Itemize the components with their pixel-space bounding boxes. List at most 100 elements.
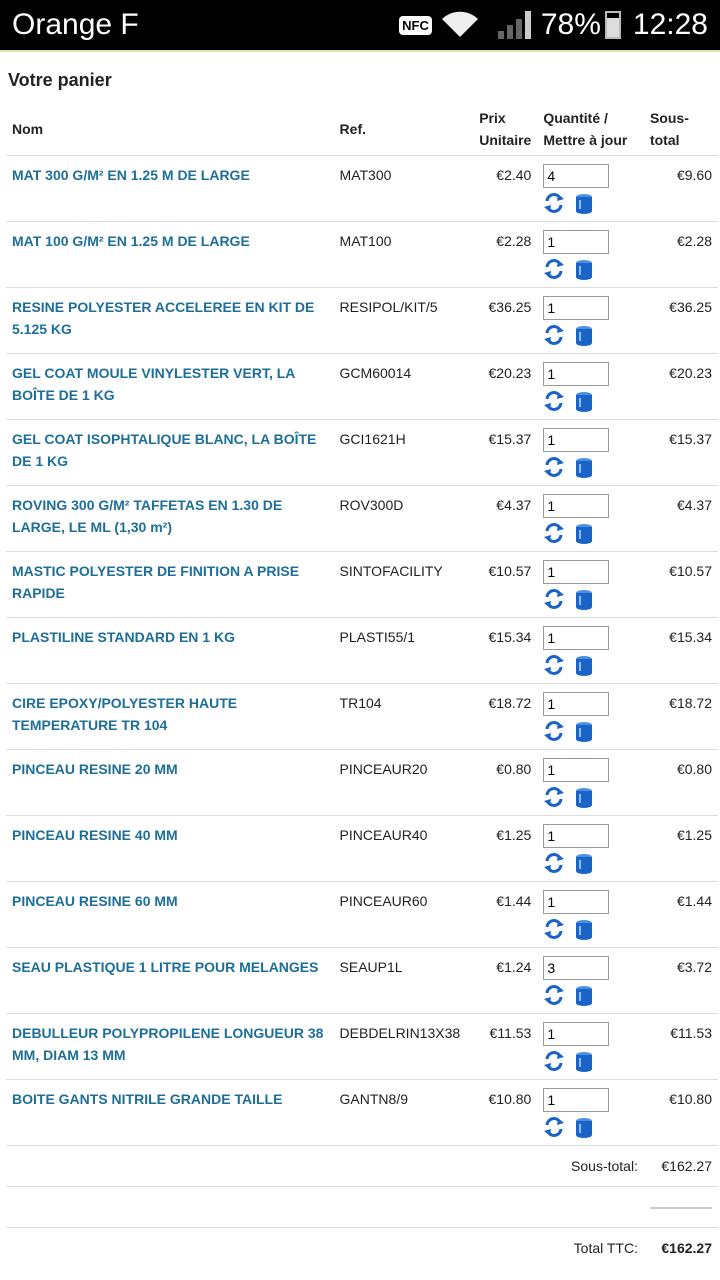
product-ref: DEBDELRIN13X38 [333,1013,474,1080]
product-ref: GCI1621H [333,419,474,486]
quantity-input[interactable] [543,1022,610,1046]
cart-row: RESINE POLYESTER ACCELEREE EN KIT DE 5.1… [6,287,718,354]
quantity-input[interactable] [543,824,610,848]
refresh-icon[interactable] [543,654,565,676]
quantity-input[interactable] [543,890,610,914]
line-subtotal: €9.60 [643,155,718,222]
product-ref: RESIPOL/KIT/5 [333,287,474,354]
unit-price: €1.24 [473,947,538,1014]
product-name-link[interactable]: ROVING 300 G/M² TAFFETAS EN 1.30 DE LARG… [12,497,283,535]
cart-row: ROVING 300 G/M² TAFFETAS EN 1.30 DE LARG… [6,485,718,552]
trash-icon[interactable] [573,258,595,280]
refresh-icon[interactable] [543,390,565,412]
trash-icon[interactable] [573,852,595,874]
refresh-icon[interactable] [543,1050,565,1072]
trash-icon[interactable] [573,720,595,742]
product-ref: MAT100 [333,221,474,288]
subtotal-label: Sous-total: [571,1158,638,1174]
unit-price: €4.37 [473,485,538,552]
quantity-input[interactable] [543,494,610,518]
unit-price: €2.28 [473,221,538,288]
product-name-link[interactable]: BOITE GANTS NITRILE GRANDE TAILLE [12,1091,283,1107]
trash-icon[interactable] [573,654,595,676]
status-bar: Orange F NFC 78% 12:28 [0,0,720,50]
product-name-link[interactable]: SEAU PLASTIQUE 1 LITRE POUR MELANGES [12,959,319,975]
refresh-icon[interactable] [543,786,565,808]
cart-row: PLASTILINE STANDARD EN 1 KG PLASTI55/1 €… [6,617,718,684]
refresh-icon[interactable] [543,324,565,346]
quantity-input[interactable] [543,230,610,254]
trash-icon[interactable] [573,324,595,346]
refresh-icon[interactable] [543,720,565,742]
trash-icon[interactable] [573,456,595,478]
product-name-link[interactable]: RESINE POLYESTER ACCELEREE EN KIT DE 5.1… [12,299,315,337]
product-name-link[interactable]: PINCEAU RESINE 60 MM [12,893,178,909]
product-ref: MAT300 [333,155,474,222]
trash-icon[interactable] [573,390,595,412]
quantity-input[interactable] [543,692,610,716]
product-name-link[interactable]: MAT 300 G/M² EN 1.25 M DE LARGE [12,167,250,183]
product-name-link[interactable]: MASTIC POLYESTER DE FINITION A PRISE RAP… [12,563,300,601]
product-name-link[interactable]: PINCEAU RESINE 20 MM [12,761,178,777]
total-row: Total TTC: €162.27 [6,1227,718,1268]
refresh-icon[interactable] [543,522,565,544]
cart-row: SEAU PLASTIQUE 1 LITRE POUR MELANGES SEA… [6,947,718,1014]
cart-row: GEL COAT MOULE VINYLESTER VERT, LA BOÎTE… [6,353,718,420]
trash-icon[interactable] [573,1116,595,1138]
line-subtotal: €18.72 [643,683,718,750]
product-ref: PINCEAUR40 [333,815,474,882]
quantity-input[interactable] [543,362,610,386]
quantity-input[interactable] [543,428,610,452]
quantity-input[interactable] [543,1088,610,1112]
product-ref: GCM60014 [333,353,474,420]
trash-icon[interactable] [573,786,595,808]
trash-icon[interactable] [573,984,595,1006]
product-name-link[interactable]: CIRE EPOXY/POLYESTER HAUTE TEMPERATURE T… [12,695,238,733]
product-name-link[interactable]: PLASTILINE STANDARD EN 1 KG [12,629,235,645]
trash-icon[interactable] [573,1050,595,1072]
total-label: Total TTC: [573,1240,638,1256]
unit-price: €1.25 [473,815,538,882]
quantity-input[interactable] [543,560,610,584]
trash-icon[interactable] [573,522,595,544]
product-name-link[interactable]: PINCEAU RESINE 40 MM [12,827,178,843]
trash-icon[interactable] [573,918,595,940]
cart-row: MAT 100 G/M² EN 1.25 M DE LARGE MAT100 €… [6,221,718,288]
unit-price: €15.37 [473,419,538,486]
product-ref: SINTOFACILITY [333,551,474,618]
refresh-icon[interactable] [543,984,565,1006]
quantity-input[interactable] [543,956,610,980]
cart-row: CIRE EPOXY/POLYESTER HAUTE TEMPERATURE T… [6,683,718,750]
quantity-input[interactable] [543,164,610,188]
cart-row: PINCEAU RESINE 40 MM PINCEAUR40 €1.25 [6,815,718,882]
line-subtotal: €2.28 [643,221,718,288]
cart-row: MAT 300 G/M² EN 1.25 M DE LARGE MAT300 €… [6,155,718,222]
line-subtotal: €10.80 [643,1079,718,1146]
product-name-link[interactable]: GEL COAT MOULE VINYLESTER VERT, LA BOÎTE… [12,365,295,403]
trash-icon[interactable] [573,588,595,610]
refresh-icon[interactable] [543,258,565,280]
refresh-icon[interactable] [543,456,565,478]
quantity-input[interactable] [543,758,610,782]
product-name-link[interactable]: DEBULLEUR POLYPROPILENE LONGUEUR 38 MM, … [12,1025,324,1063]
quantity-input[interactable] [543,296,610,320]
unit-price: €1.44 [473,881,538,948]
product-ref: SEAUP1L [333,947,474,1014]
product-name-link[interactable]: GEL COAT ISOPHTALIQUE BLANC, LA BOÎTE DE… [12,431,317,469]
refresh-icon[interactable] [543,918,565,940]
page-title: Votre panier [8,70,112,90]
cart-row: BOITE GANTS NITRILE GRANDE TAILLE GANTN8… [6,1079,718,1146]
refresh-icon[interactable] [543,852,565,874]
unit-price: €15.34 [473,617,538,684]
trash-icon[interactable] [573,192,595,214]
subtotal-row: Sous-total: €162.27 [6,1145,718,1187]
quantity-input[interactable] [543,626,610,650]
refresh-icon[interactable] [543,1116,565,1138]
line-subtotal: €11.53 [643,1013,718,1080]
column-header-quantity: Quantité / Mettre à jour [543,110,628,148]
column-header-subtotal: Sous-total [649,110,689,148]
refresh-icon[interactable] [543,588,565,610]
nfc-icon: NFC [399,15,432,35]
refresh-icon[interactable] [543,192,565,214]
product-name-link[interactable]: MAT 100 G/M² EN 1.25 M DE LARGE [12,233,250,249]
